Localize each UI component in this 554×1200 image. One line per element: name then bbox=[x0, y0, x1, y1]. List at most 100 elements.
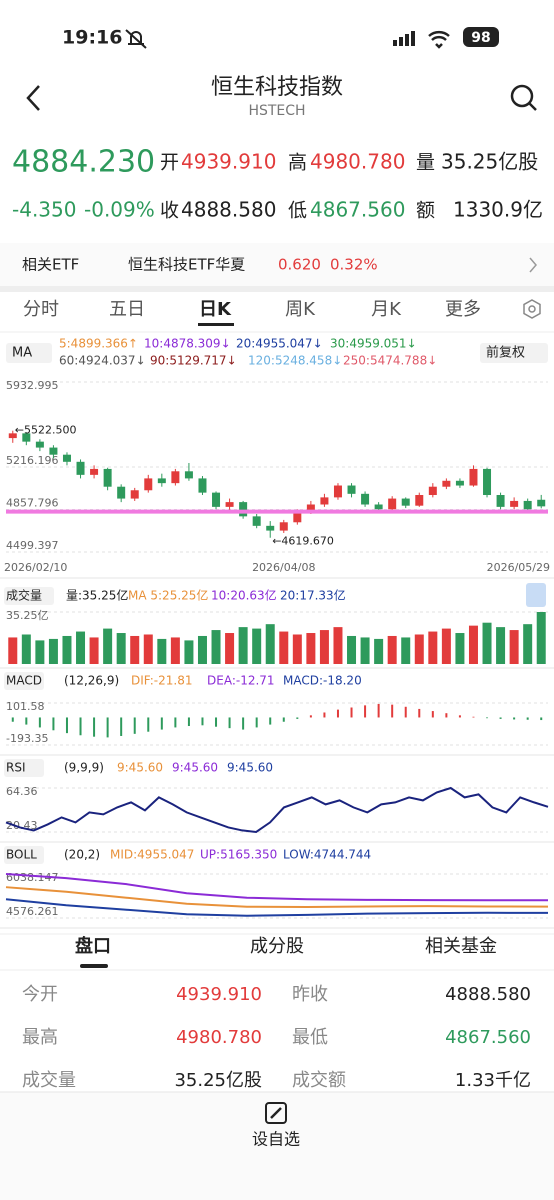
volume-bar bbox=[103, 628, 113, 664]
y-tick-label: -193.35 bbox=[6, 732, 48, 745]
volume-bar bbox=[184, 640, 194, 664]
tab-underline bbox=[198, 323, 234, 326]
etf-row[interactable] bbox=[0, 243, 554, 287]
macd-bar bbox=[120, 717, 123, 736]
indicator-select[interactable] bbox=[4, 672, 44, 690]
bottom-tab[interactable]: 成分股 bbox=[250, 936, 304, 957]
period-tab[interactable]: 日K bbox=[199, 299, 232, 320]
macd-bar bbox=[79, 717, 82, 736]
macd-bar bbox=[147, 717, 150, 732]
bottom-tab[interactable]: 盘口 bbox=[75, 935, 111, 957]
status-time: 19:16 bbox=[62, 27, 122, 49]
y-tick-label: 5932.995 bbox=[6, 379, 59, 392]
volume-bar bbox=[387, 635, 397, 664]
volume-bar bbox=[238, 627, 248, 664]
period-tab[interactable]: 周K bbox=[285, 299, 316, 320]
candle-body bbox=[320, 497, 329, 505]
etf-label: 相关ETF bbox=[22, 256, 79, 274]
macd-bar bbox=[323, 712, 326, 718]
ma-select[interactable] bbox=[6, 343, 52, 363]
indicator-legend: UP:5165.350 bbox=[200, 848, 277, 862]
volume-bar bbox=[157, 638, 167, 664]
table-value: 1.33千亿 bbox=[455, 1070, 531, 1091]
volume: 35.25亿股 bbox=[441, 150, 538, 174]
indicator-legend: DEA:-12.71 bbox=[207, 674, 275, 688]
indicator-title: RSI bbox=[6, 761, 26, 775]
period-tab[interactable]: 分时 bbox=[23, 299, 59, 320]
volume-bar bbox=[319, 630, 329, 664]
bottom-tabs: 盘口 成分股 相关基金 bbox=[75, 935, 497, 957]
table-value: 4888.580 bbox=[445, 984, 531, 1005]
battery-icon bbox=[463, 27, 499, 47]
indicator-line bbox=[5, 786, 549, 834]
table-label: 最低 bbox=[292, 1027, 328, 1048]
macd-bar bbox=[174, 717, 177, 728]
indicator-title: 成交量 bbox=[6, 588, 42, 603]
indicator-legend: 量:35.25亿 bbox=[66, 588, 128, 603]
search-button[interactable] bbox=[510, 84, 537, 111]
chevron bbox=[529, 257, 537, 273]
settings-dot bbox=[528, 305, 536, 313]
candle-body bbox=[76, 461, 85, 475]
period-tab[interactable]: 五日 bbox=[109, 299, 145, 320]
volume-bar bbox=[211, 630, 221, 664]
y-tick-label: 4576.261 bbox=[6, 905, 59, 918]
candle-body bbox=[184, 471, 193, 479]
volume-bar bbox=[76, 631, 86, 664]
indicator-line bbox=[5, 873, 549, 902]
back-button[interactable] bbox=[26, 85, 40, 111]
period-tabs: 分时 五日 日K 周K 月K 更多 bbox=[23, 299, 481, 320]
period-tab[interactable]: 月K bbox=[371, 299, 402, 320]
volume-bar bbox=[116, 633, 126, 664]
mute-icon bbox=[125, 29, 147, 49]
macd-bar bbox=[526, 717, 529, 720]
amount: 1330.9亿 bbox=[453, 198, 543, 222]
candle-body bbox=[35, 441, 44, 448]
collapse-button[interactable] bbox=[526, 583, 546, 607]
settings-button[interactable] bbox=[523, 299, 541, 319]
volume-bar bbox=[279, 631, 289, 664]
candle-body bbox=[225, 502, 234, 507]
adjust-select[interactable] bbox=[480, 343, 548, 363]
open-label: 开 bbox=[160, 152, 179, 174]
volume-bar bbox=[130, 635, 140, 664]
volume-bar bbox=[48, 638, 58, 664]
volume-bar bbox=[21, 634, 31, 664]
watchlist-button[interactable] bbox=[265, 1102, 287, 1124]
macd-bar bbox=[540, 717, 543, 721]
candle-body bbox=[239, 502, 248, 517]
indicator-select[interactable] bbox=[4, 587, 54, 605]
candle-body bbox=[361, 493, 370, 505]
volume-bar bbox=[482, 622, 492, 664]
indicator-params: (12,26,9) bbox=[64, 674, 119, 688]
ma-legend: 90:5129.717↓ bbox=[150, 354, 237, 368]
candle-body bbox=[523, 500, 532, 510]
ma-label: MA bbox=[12, 346, 32, 361]
volume-bar bbox=[170, 637, 180, 664]
y-tick-label: 64.36 bbox=[6, 785, 38, 798]
candle-body bbox=[90, 468, 99, 475]
prev-close: 4888.580 bbox=[181, 198, 276, 222]
volume-bar bbox=[509, 630, 519, 664]
indicator-title: BOLL bbox=[6, 848, 37, 862]
candle-body bbox=[49, 447, 58, 455]
amount-label: 额 bbox=[416, 200, 435, 222]
candle-body bbox=[266, 525, 275, 531]
table-label: 昨收 bbox=[292, 984, 328, 1005]
period-tab[interactable]: 更多 bbox=[445, 299, 481, 320]
bottom-tab[interactable]: 相关基金 bbox=[425, 936, 497, 957]
indicator-legend: 9:45.60 bbox=[117, 761, 163, 775]
macd-bar bbox=[228, 717, 231, 729]
indicator-select[interactable] bbox=[4, 759, 44, 777]
table-value: 4980.780 bbox=[176, 1027, 262, 1048]
candle-body bbox=[22, 433, 31, 442]
indicator-select[interactable] bbox=[4, 846, 44, 864]
indicator-legend: DIF:-21.81 bbox=[131, 674, 192, 688]
ma-legend: 250:5474.788↓ bbox=[343, 354, 437, 368]
macd-bar bbox=[445, 713, 448, 718]
indicator-legend: 9:45.60 bbox=[227, 761, 273, 775]
macd-bar bbox=[242, 717, 245, 730]
candle-body bbox=[157, 478, 166, 484]
